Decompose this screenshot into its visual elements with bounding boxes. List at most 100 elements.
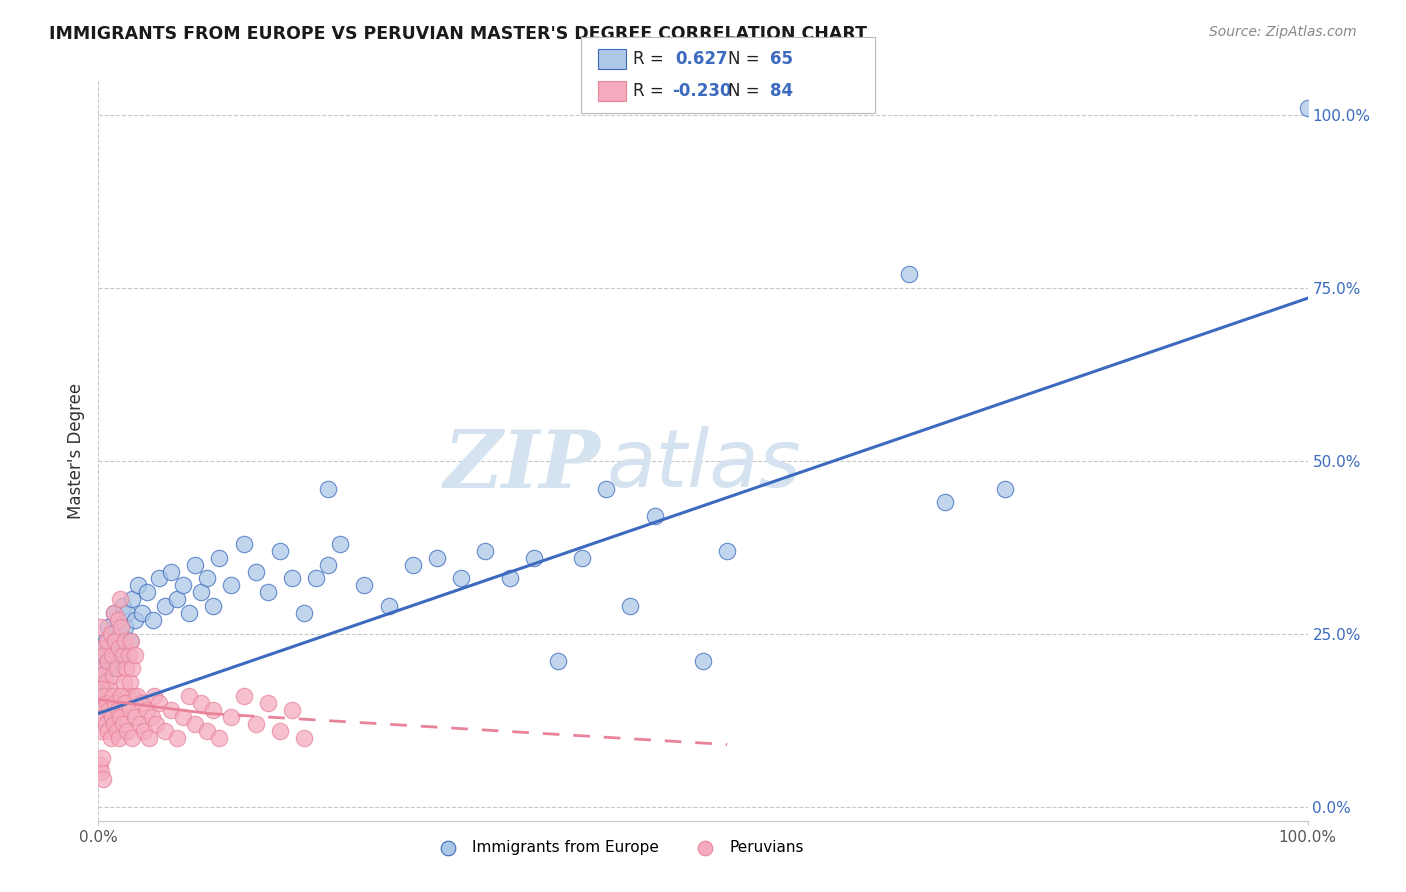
Point: [90, 620, 112, 634]
Point: [124, 613, 146, 627]
Point: [128, 716, 150, 731]
Point: [269, 543, 291, 558]
Point: [148, 572, 170, 586]
Legend: Immigrants from Europe, Peruvians: Immigrants from Europe, Peruvians: [426, 834, 810, 861]
Text: R =: R =: [633, 82, 669, 100]
Point: [90, 765, 112, 780]
Point: [195, 723, 218, 738]
Text: R =: R =: [633, 50, 669, 68]
Point: [118, 703, 141, 717]
Point: [1296, 101, 1319, 115]
Point: [107, 613, 129, 627]
Point: [100, 661, 122, 675]
Point: [110, 689, 132, 703]
Point: [111, 716, 134, 731]
Point: [160, 565, 183, 579]
Point: [98, 640, 121, 655]
Point: [498, 572, 520, 586]
Point: [571, 550, 593, 565]
Point: [104, 696, 127, 710]
Point: [190, 585, 212, 599]
Point: [97, 655, 120, 669]
Point: [91, 661, 114, 675]
Point: [100, 627, 122, 641]
Point: [127, 689, 149, 703]
Point: [105, 661, 128, 675]
Point: [108, 627, 131, 641]
Point: [101, 668, 124, 682]
Point: [131, 696, 153, 710]
Point: [897, 267, 920, 281]
Point: [145, 716, 167, 731]
Point: [208, 731, 231, 745]
Point: [114, 620, 136, 634]
Point: [117, 723, 139, 738]
Point: [221, 578, 243, 592]
Text: IMMIGRANTS FROM EUROPE VS PERUVIAN MASTER'S DEGREE CORRELATION CHART: IMMIGRANTS FROM EUROPE VS PERUVIAN MASTE…: [49, 25, 868, 43]
Point: [994, 482, 1017, 496]
Point: [292, 731, 315, 745]
Point: [108, 731, 131, 745]
Point: [474, 543, 496, 558]
Point: [179, 606, 201, 620]
Point: [256, 696, 278, 710]
Point: [103, 606, 125, 620]
Point: [104, 633, 127, 648]
Point: [353, 578, 375, 592]
Point: [117, 606, 139, 620]
Point: [135, 703, 157, 717]
Point: [93, 648, 115, 662]
Point: [208, 550, 231, 565]
Point: [97, 723, 120, 738]
Point: [114, 696, 136, 710]
Point: [91, 710, 114, 724]
Point: [96, 655, 118, 669]
Point: [716, 543, 738, 558]
Point: [316, 482, 339, 496]
Point: [93, 689, 115, 703]
Point: [124, 710, 146, 724]
Point: [292, 606, 315, 620]
Point: [91, 668, 114, 682]
Point: [89, 703, 111, 717]
Point: [111, 648, 134, 662]
Point: [94, 675, 117, 690]
Text: 84: 84: [770, 82, 793, 100]
Point: [148, 696, 170, 710]
Text: Source: ZipAtlas.com: Source: ZipAtlas.com: [1209, 25, 1357, 39]
Point: [105, 723, 128, 738]
Point: [91, 640, 114, 655]
Point: [101, 689, 124, 703]
Point: [108, 710, 131, 724]
Point: [166, 592, 188, 607]
Point: [232, 689, 254, 703]
Point: [91, 682, 114, 697]
Point: [195, 572, 218, 586]
Point: [108, 640, 131, 655]
Point: [121, 592, 143, 607]
Point: [143, 689, 166, 703]
Point: [105, 655, 128, 669]
Point: [118, 675, 141, 690]
Point: [112, 675, 135, 690]
Point: [153, 723, 176, 738]
Point: [121, 661, 143, 675]
Point: [100, 710, 122, 724]
Point: [232, 537, 254, 551]
Point: [91, 751, 114, 765]
Point: [172, 578, 194, 592]
Point: [110, 648, 132, 662]
Point: [131, 606, 153, 620]
Point: [91, 668, 114, 682]
Point: [142, 613, 165, 627]
Point: [96, 633, 118, 648]
Text: -0.230: -0.230: [672, 82, 731, 100]
Point: [90, 723, 112, 738]
Text: 65: 65: [770, 50, 793, 68]
Point: [121, 731, 143, 745]
Point: [202, 703, 225, 717]
Point: [305, 572, 328, 586]
Point: [104, 633, 127, 648]
Point: [402, 558, 425, 572]
Point: [110, 620, 132, 634]
